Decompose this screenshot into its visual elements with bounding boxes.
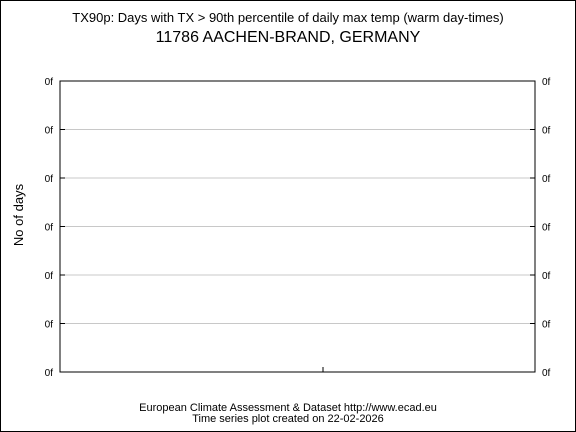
y-axis-label: No of days — [11, 183, 26, 246]
y-tick-label-right: 0f — [542, 271, 551, 282]
chart-title: TX90p: Days with TX > 90th percentile of… — [72, 10, 503, 25]
y-tick-label-left: 0f — [45, 174, 54, 185]
y-axis-right-labels: 0f 0f 0f 0f 0f 0f 0f — [542, 77, 551, 379]
y-tick-label-left: 0f — [45, 77, 54, 88]
y-tick-label-right: 0f — [542, 174, 551, 185]
axis-ticks — [60, 80, 535, 373]
y-tick-label-left: 0f — [45, 271, 54, 282]
y-tick-label-left: 0f — [45, 126, 54, 137]
footer-source: European Climate Assessment & Dataset ht… — [139, 402, 437, 414]
y-tick-label-right: 0f — [542, 320, 551, 331]
y-tick-label-left: 0f — [45, 223, 54, 234]
y-tick-label-right: 0f — [542, 223, 551, 234]
y-tick-label-right: 0f — [542, 126, 551, 137]
y-tick-label-left: 0f — [45, 320, 54, 331]
y-axis-left-labels: 0f 0f 0f 0f 0f 0f 0f — [45, 77, 54, 379]
y-tick-label-right: 0f — [542, 368, 551, 379]
chart-subtitle: 11786 AACHEN-BRAND, GERMANY — [156, 29, 421, 46]
gridlines — [60, 129, 535, 324]
footer-date: Time series plot created on 22-02-2026 — [192, 413, 384, 425]
y-tick-label-left: 0f — [45, 368, 54, 379]
y-tick-label-right: 0f — [542, 77, 551, 88]
